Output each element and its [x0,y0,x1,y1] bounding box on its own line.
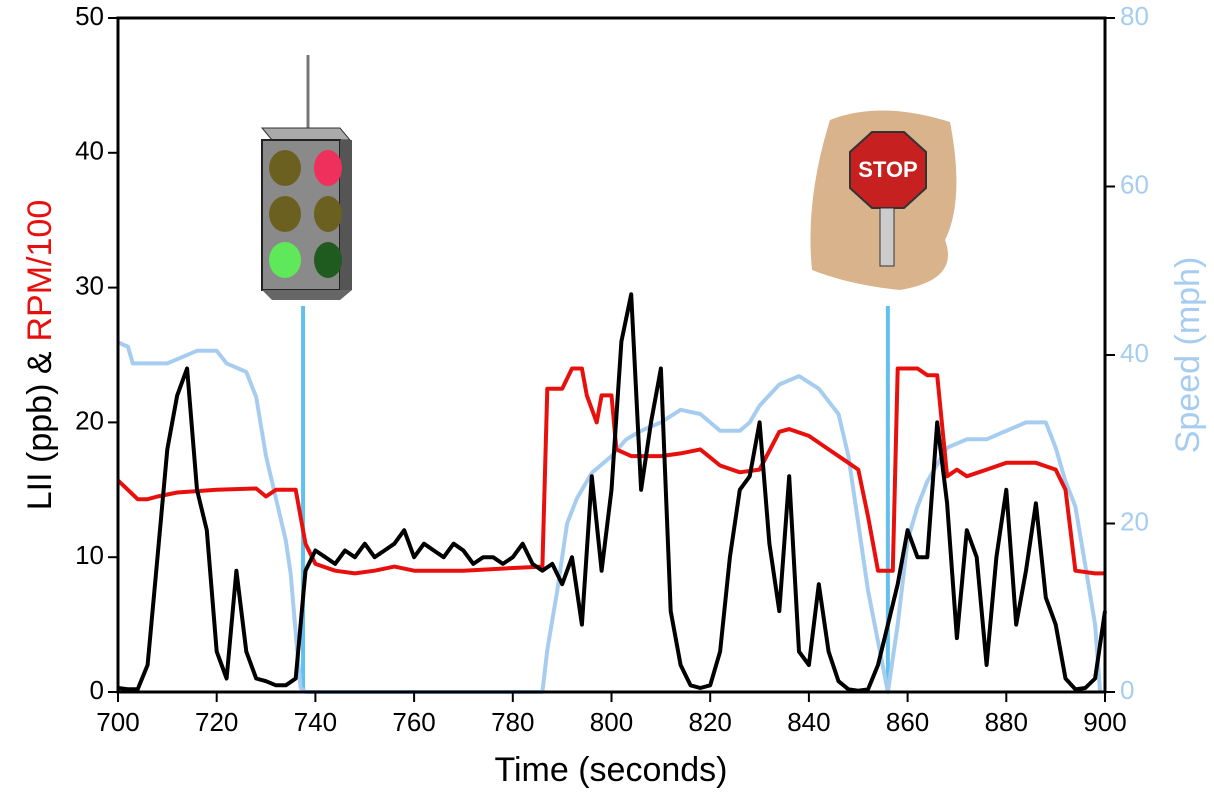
y2-tick-label: 0 [1120,675,1134,705]
x-tick-label: 760 [392,707,435,737]
x-tick-label: 800 [590,707,633,737]
x-tick-label: 720 [195,707,238,737]
y-tick-label: 10 [75,540,104,570]
y-tick-label: 40 [75,136,104,166]
x-tick-label: 840 [787,707,830,737]
y2-tick-label: 60 [1120,169,1149,199]
x-tick-label: 700 [96,707,139,737]
stop-sign-icon: STOP [810,110,957,290]
x-tick-label: 880 [985,707,1028,737]
y-axis-label-part: LII (ppb) & [21,351,59,510]
x-axis-label: Time (seconds) [494,751,727,789]
y2-tick-label: 80 [1120,1,1149,31]
traffic-light-icon [260,55,352,300]
y-axis-label: LII (ppb) & RPM/100 [21,200,59,510]
y-tick-label: 30 [75,270,104,300]
y2-tick-label: 20 [1120,506,1149,536]
stop-sign-text: STOP [858,157,918,182]
x-tick-label: 740 [294,707,337,737]
series-line [117,292,1107,693]
x-tick-label: 900 [1083,707,1126,737]
plot-frame [116,16,1107,694]
x-tick-label: 860 [886,707,929,737]
series-line [117,340,1103,694]
y2-axis-label: Speed (mph) [1169,257,1207,454]
y2-tick-label: 40 [1120,338,1149,368]
y-tick-label: 0 [90,675,104,705]
y-axis-label-part: RPM/100 [21,200,59,342]
x-tick-label: 780 [491,707,534,737]
y-tick-label: 20 [75,405,104,435]
x-tick-label: 820 [689,707,732,737]
y-tick-label: 50 [75,1,104,31]
